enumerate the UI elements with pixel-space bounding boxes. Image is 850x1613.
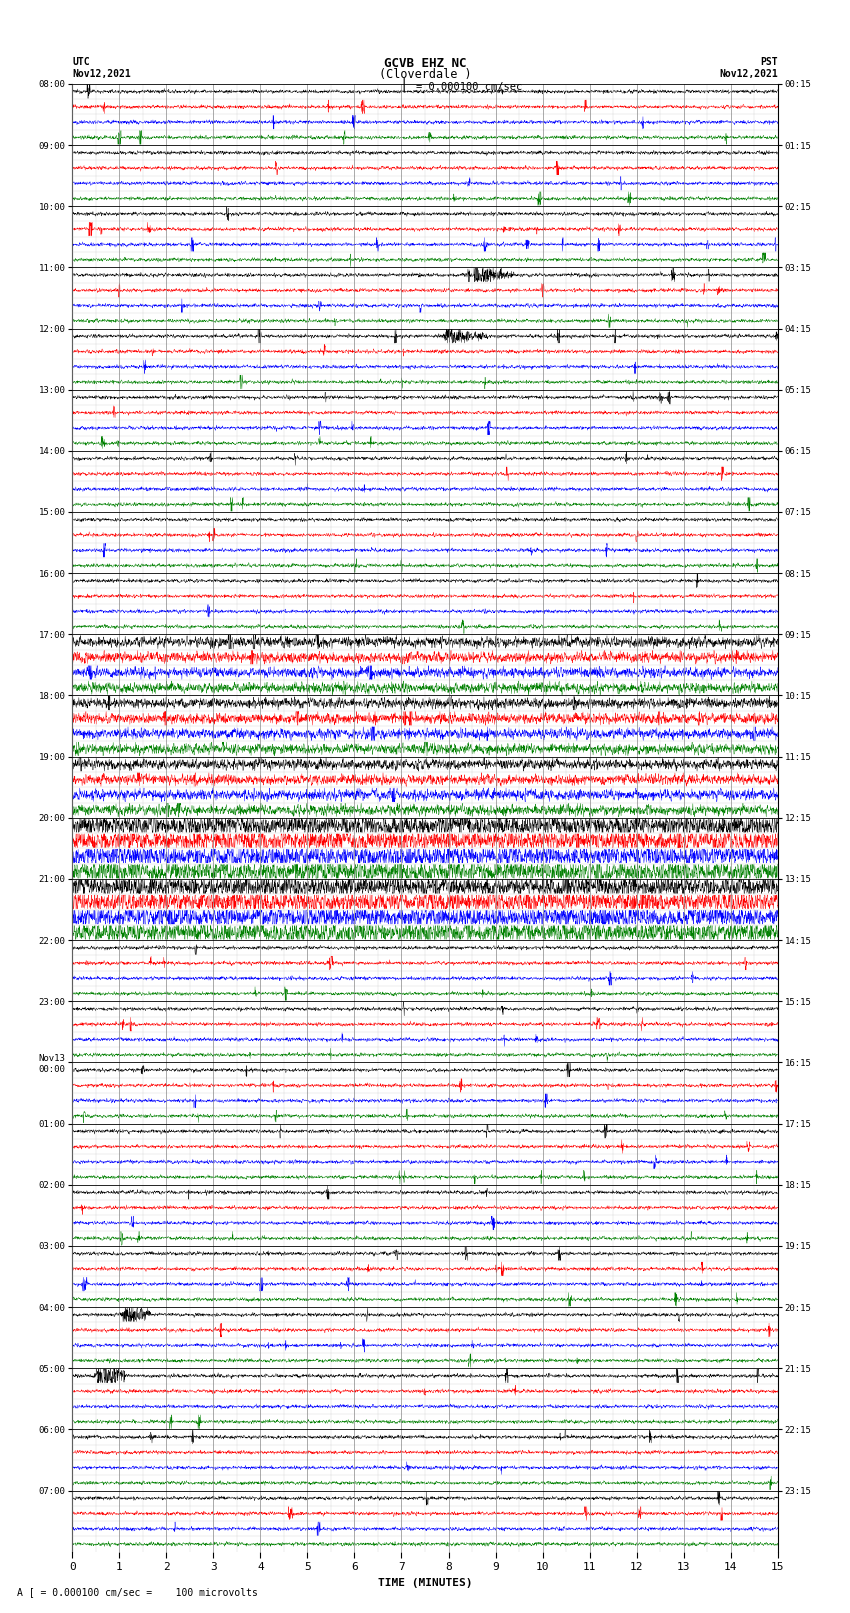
Text: |: | xyxy=(400,77,408,92)
Text: GCVB EHZ NC: GCVB EHZ NC xyxy=(383,56,467,71)
Text: = 0.000100 cm/sec: = 0.000100 cm/sec xyxy=(416,82,523,92)
Text: PST: PST xyxy=(760,56,778,66)
Text: Nov12,2021: Nov12,2021 xyxy=(719,69,778,79)
Text: Nov12,2021: Nov12,2021 xyxy=(72,69,131,79)
Text: (Cloverdale ): (Cloverdale ) xyxy=(379,68,471,82)
Text: UTC: UTC xyxy=(72,56,90,66)
X-axis label: TIME (MINUTES): TIME (MINUTES) xyxy=(377,1578,473,1587)
Text: A [ = 0.000100 cm/sec =    100 microvolts: A [ = 0.000100 cm/sec = 100 microvolts xyxy=(17,1587,258,1597)
